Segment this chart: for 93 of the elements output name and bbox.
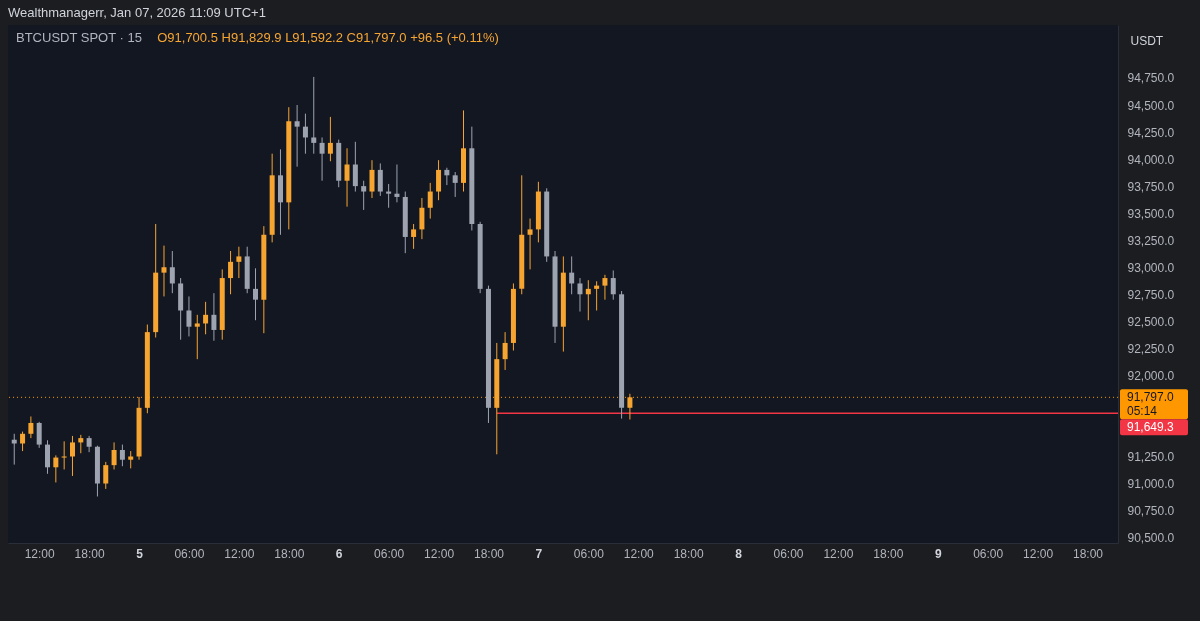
x-tick-label: 18:00 bbox=[274, 546, 305, 561]
y-tick-label: 93,000.0 bbox=[1127, 260, 1175, 275]
x-tick-label: 18:00 bbox=[74, 546, 105, 561]
candlestick bbox=[169, 250, 175, 294]
candlestick bbox=[594, 280, 600, 311]
candlestick bbox=[186, 295, 192, 337]
chart-title: BTCUSDT SPOT · 15 bbox=[16, 30, 142, 45]
y-tick-label: 93,500.0 bbox=[1127, 206, 1175, 221]
x-tick-label: 18:00 bbox=[473, 546, 505, 561]
x-tick-label: 8 bbox=[735, 546, 743, 561]
candlestick bbox=[419, 197, 425, 240]
y-tick-label: 91,000.0 bbox=[1127, 477, 1175, 492]
candlestick bbox=[69, 435, 75, 477]
x-tick-label: 12:00 bbox=[424, 546, 455, 561]
candlestick bbox=[28, 415, 34, 439]
x-tick-label: 18:00 bbox=[673, 546, 704, 561]
candlestick bbox=[311, 76, 317, 155]
x-tick-label: 06:00 bbox=[973, 546, 1004, 561]
ref-line-label: 91,797.0 bbox=[1127, 390, 1175, 405]
candlestick bbox=[194, 314, 200, 360]
x-tick-label: 18:00 bbox=[873, 546, 904, 561]
candlestick bbox=[502, 331, 508, 371]
x-tick-label: 12:00 bbox=[823, 546, 854, 561]
y-axis-title: USDT bbox=[1130, 33, 1164, 48]
x-tick-label: 12:00 bbox=[1023, 546, 1054, 561]
candlestick bbox=[452, 171, 458, 198]
x-tick-label: 18:00 bbox=[1072, 546, 1104, 561]
y-tick-label: 92,750.0 bbox=[1127, 287, 1175, 302]
text: Wealthmanagerr, Jan 07, 2026 11:09 UTC+1 bbox=[8, 5, 266, 20]
candlestick bbox=[377, 162, 383, 197]
y-tick-label: 93,750.0 bbox=[1127, 179, 1175, 194]
candlestick bbox=[527, 218, 533, 270]
candlestick bbox=[585, 279, 591, 321]
x-tick-label: 06:00 bbox=[773, 546, 804, 561]
candlestick bbox=[161, 245, 167, 297]
x-tick-label: 06:00 bbox=[174, 546, 205, 561]
candlestick bbox=[78, 434, 84, 454]
x-tick-label: 12:00 bbox=[24, 546, 56, 561]
x-tick-label: 9 bbox=[934, 546, 942, 561]
candlestick bbox=[361, 180, 367, 211]
candlestick bbox=[569, 255, 575, 295]
candlestick bbox=[203, 301, 209, 335]
candlestick bbox=[411, 223, 417, 250]
candlestick bbox=[352, 141, 358, 193]
candlestick bbox=[436, 159, 442, 201]
x-tick-label: 7 bbox=[535, 546, 543, 561]
candlestick bbox=[344, 147, 350, 208]
candlestick bbox=[111, 441, 117, 470]
candlestick bbox=[45, 439, 51, 475]
candlestick bbox=[427, 182, 433, 220]
candlestick bbox=[386, 183, 392, 209]
candlestick bbox=[302, 113, 308, 155]
candlestick bbox=[61, 440, 67, 470]
candlestick bbox=[228, 250, 234, 295]
series-label: 91,649.3 bbox=[1127, 420, 1175, 435]
candlestick bbox=[294, 104, 300, 168]
y-tick-label: 94,500.0 bbox=[1127, 98, 1175, 113]
candlestick bbox=[253, 267, 259, 321]
x-tick-label: 06:00 bbox=[573, 546, 605, 561]
candlestick bbox=[211, 292, 217, 342]
y-tick-label: 92,000.0 bbox=[1127, 368, 1175, 383]
candlestick bbox=[627, 393, 633, 420]
candlestick bbox=[119, 444, 125, 467]
x-tick-label: 5 bbox=[136, 546, 144, 561]
y-tick-label: 94,000.0 bbox=[1127, 152, 1175, 167]
candlestick bbox=[394, 164, 400, 203]
y-tick-label: 94,750.0 bbox=[1127, 71, 1175, 86]
candlestick bbox=[577, 277, 583, 313]
y-tick-label: 92,500.0 bbox=[1127, 314, 1175, 329]
x-tick-label: 12:00 bbox=[224, 546, 255, 561]
y-tick-label: 90,750.0 bbox=[1127, 504, 1175, 519]
y-tick-label: 90,500.0 bbox=[1127, 531, 1175, 546]
candlestick bbox=[20, 431, 26, 452]
candlestick bbox=[444, 167, 450, 186]
candlestick bbox=[327, 116, 333, 162]
y-tick-label: 92,250.0 bbox=[1127, 341, 1175, 356]
candlestick bbox=[11, 433, 17, 466]
candlestick bbox=[610, 269, 616, 301]
y-tick-label: 91,250.0 bbox=[1127, 449, 1175, 464]
candlestick bbox=[103, 461, 109, 490]
chart-subtitle: O91,700.5 H91,829.9 L91,592.2 C91,797.0 +96.5 (+0.11%) bbox=[157, 30, 499, 45]
candlestick bbox=[36, 421, 42, 449]
candlestick bbox=[369, 159, 375, 199]
candlestick bbox=[602, 274, 608, 301]
y-tick-label: 93,250.0 bbox=[1127, 233, 1175, 248]
candlestick bbox=[53, 454, 59, 483]
candlestick bbox=[319, 136, 325, 182]
x-tick-label: 6 bbox=[335, 546, 343, 561]
text: 05:14 bbox=[1127, 404, 1158, 419]
y-tick-label: 94,250.0 bbox=[1127, 125, 1175, 140]
x-tick-label: 12:00 bbox=[623, 546, 655, 561]
x-tick-label: 06:00 bbox=[374, 546, 405, 561]
candlestick bbox=[236, 246, 242, 279]
